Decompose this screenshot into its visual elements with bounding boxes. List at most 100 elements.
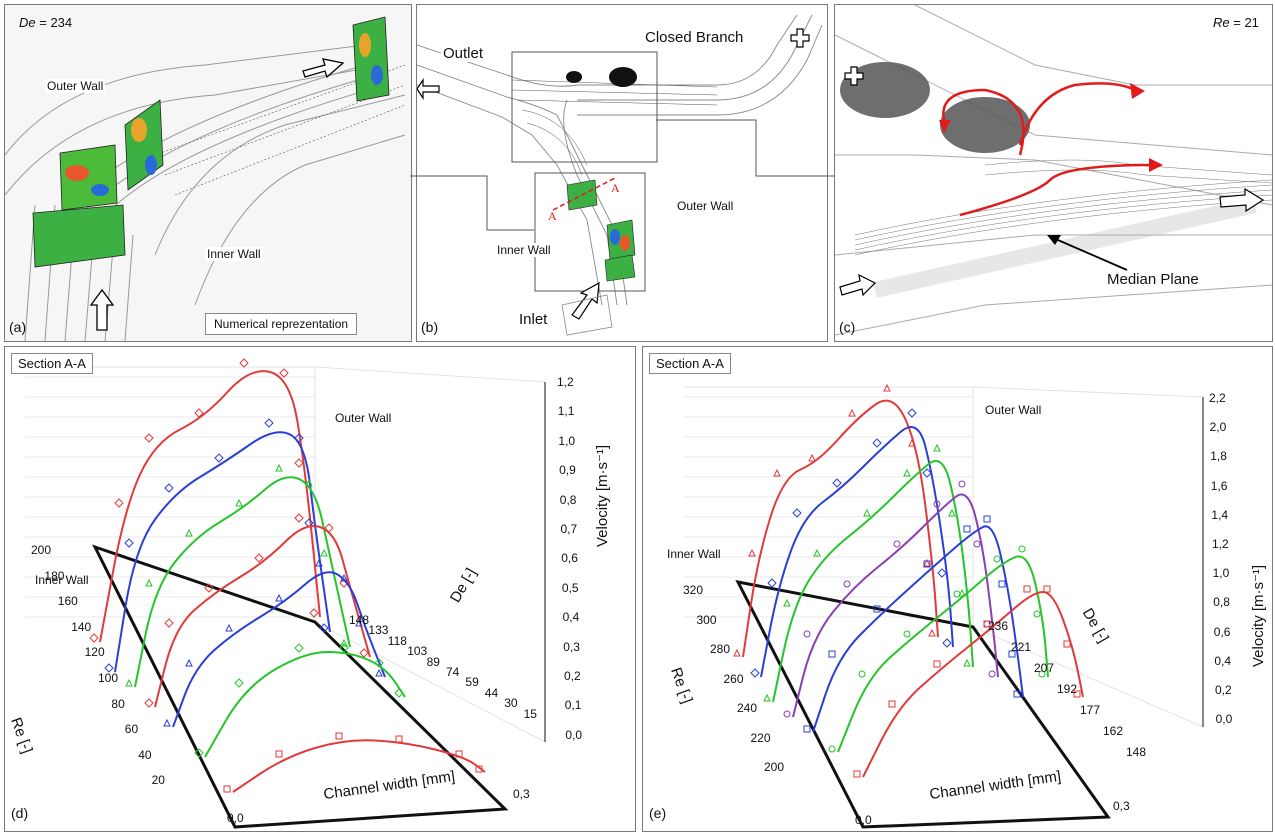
e-curves-marker-0-8 xyxy=(928,628,936,637)
closed-cross-icon xyxy=(844,66,864,86)
e-curves-marker-3-8 xyxy=(988,670,996,678)
e-curves-marker-2-7 xyxy=(958,588,966,597)
width-tick-d-0: 0,0 xyxy=(227,811,244,825)
section-label-d: Section A-A xyxy=(11,353,93,374)
de-tick-e-5: 162 xyxy=(1103,724,1124,738)
e-curves-marker-2-1 xyxy=(783,598,791,607)
width-tick-e-0: 0,0 xyxy=(855,813,872,827)
outlet-label: Outlet xyxy=(441,45,486,62)
e-curves-marker-0-2 xyxy=(773,468,781,477)
de-tick-d-2: 118 xyxy=(387,633,407,648)
re-tick-d-4: 120 xyxy=(84,645,105,660)
de-tick-e-2: 207 xyxy=(1034,661,1055,675)
re-tick-e-0: 320 xyxy=(683,583,704,597)
d-curves-marker-1-5 xyxy=(294,433,304,443)
d-curves-marker-3-7 xyxy=(359,648,369,658)
d-curves-marker-4-3 xyxy=(275,593,283,602)
e-curves-marker-3-0 xyxy=(783,710,791,718)
d-curves-profile-1 xyxy=(114,431,331,673)
outer-wall-label: Outer Wall xyxy=(675,199,736,213)
d-curves-profile-2 xyxy=(134,476,351,688)
e-curves-marker-0-7 xyxy=(923,558,931,567)
velocity-tick-e-6: 1,0 xyxy=(1212,566,1230,581)
d-curves-marker-0-2 xyxy=(144,433,154,443)
inlet-arrow-icon xyxy=(89,288,115,331)
e-curves-marker-6-4 xyxy=(1023,585,1031,593)
d-curves-marker-1-1 xyxy=(124,538,134,548)
chart-e xyxy=(683,383,1204,829)
e-curves-marker-6-3 xyxy=(983,620,991,628)
d-curves-marker-5-3 xyxy=(339,643,349,653)
e-curves-marker-2-3 xyxy=(863,508,871,517)
d-curves-marker-4-7 xyxy=(375,668,383,677)
e-curves-marker-2-2 xyxy=(813,548,821,557)
d-curves-marker-5-0 xyxy=(194,748,204,758)
d-curves-marker-5-2 xyxy=(294,643,304,653)
e-curves-marker-2-5 xyxy=(933,443,941,452)
panel-letter-e: (e) xyxy=(649,805,667,821)
e-curves-marker-6-2 xyxy=(933,660,941,668)
e-curves-marker-3-1 xyxy=(803,630,811,638)
d-curves-marker-3-5 xyxy=(324,523,334,533)
de-tick-d-4: 89 xyxy=(426,654,440,669)
re-tick-d-3: 140 xyxy=(71,619,92,634)
de-tick-d-1: 133 xyxy=(368,623,389,638)
re-tick-d-8: 40 xyxy=(138,747,152,762)
inner-wall-label-d: Inner Wall xyxy=(35,573,89,587)
e-curves-marker-4-2 xyxy=(873,605,881,613)
numerical-caption: Numerical reprezentation xyxy=(205,313,358,335)
e-curves-marker-1-3 xyxy=(832,478,842,488)
re-tick-e-3: 260 xyxy=(723,671,744,686)
e-curves-profile-4 xyxy=(812,525,1024,733)
inlet-arrow-icon xyxy=(571,281,600,320)
d-curves-marker-0-7 xyxy=(309,608,319,618)
inlet-arrow-icon xyxy=(839,273,877,297)
velocity-tick-d-7: 0,5 xyxy=(561,580,579,595)
de-tick-d-9: 15 xyxy=(523,706,537,721)
e-curves-marker-1-0 xyxy=(750,668,760,678)
panel-d: Section A-A Outer Wall Inner Wall Veloci… xyxy=(4,346,636,832)
e-curves-marker-4-6 xyxy=(998,580,1006,588)
width-tick-d-1: 0,3 xyxy=(513,787,530,801)
e-curves-marker-4-1 xyxy=(828,650,836,658)
d-curves-marker-0-6 xyxy=(294,458,304,468)
e-curves-marker-6-5 xyxy=(1043,585,1051,593)
e-curves-profile-6 xyxy=(862,590,1084,778)
d-curves-marker-1-0 xyxy=(104,663,114,673)
d-curves-marker-2-0 xyxy=(125,678,133,687)
e-curves-marker-1-5 xyxy=(907,408,917,418)
velocity-tick-d-1: 1,1 xyxy=(557,404,575,419)
d-curves-marker-3-2 xyxy=(204,583,214,593)
e-curves-marker-6-1 xyxy=(888,700,896,708)
velocity-tick-d-4: 0,8 xyxy=(559,492,577,507)
e-curves-marker-5-0 xyxy=(828,745,836,753)
velocity-tick-d-12: 0,0 xyxy=(565,727,583,742)
e-curves-marker-6-6 xyxy=(1063,640,1071,648)
e-curves-marker-4-4 xyxy=(963,525,971,533)
e-curves-marker-0-0 xyxy=(733,648,741,657)
streamline-detail xyxy=(835,5,1272,336)
contour-plane-inlet xyxy=(32,204,126,268)
d-curves-marker-0-4 xyxy=(239,358,249,368)
e-curves-marker-3-5 xyxy=(958,480,966,488)
re-tick-d-9: 20 xyxy=(151,773,165,788)
e-curves-marker-1-7 xyxy=(937,568,947,578)
de-tick-d-6: 59 xyxy=(465,675,479,690)
e-curves-profile-1 xyxy=(760,426,954,678)
d-curves-marker-1-7 xyxy=(319,623,329,633)
d-curves-marker-0-3 xyxy=(194,408,204,418)
re-label: Re = 21 xyxy=(1213,15,1259,30)
e-curves-marker-3-6 xyxy=(973,540,981,548)
e-curves-profile-0 xyxy=(742,399,939,658)
de-tick-d-0: 148 xyxy=(349,613,370,627)
e-curves-marker-5-3 xyxy=(953,590,961,598)
section-mark-2: A xyxy=(611,181,620,195)
re-tick-d-2: 160 xyxy=(57,594,78,609)
velocity-tick-d-5: 0,7 xyxy=(560,522,578,536)
e-curves-marker-4-3 xyxy=(923,560,931,568)
inner-wall-label: Inner Wall xyxy=(495,243,553,257)
e-curves-marker-3-2 xyxy=(843,580,851,588)
d-curves-profile-0 xyxy=(99,370,321,643)
re-tick-e-1: 300 xyxy=(696,612,717,627)
